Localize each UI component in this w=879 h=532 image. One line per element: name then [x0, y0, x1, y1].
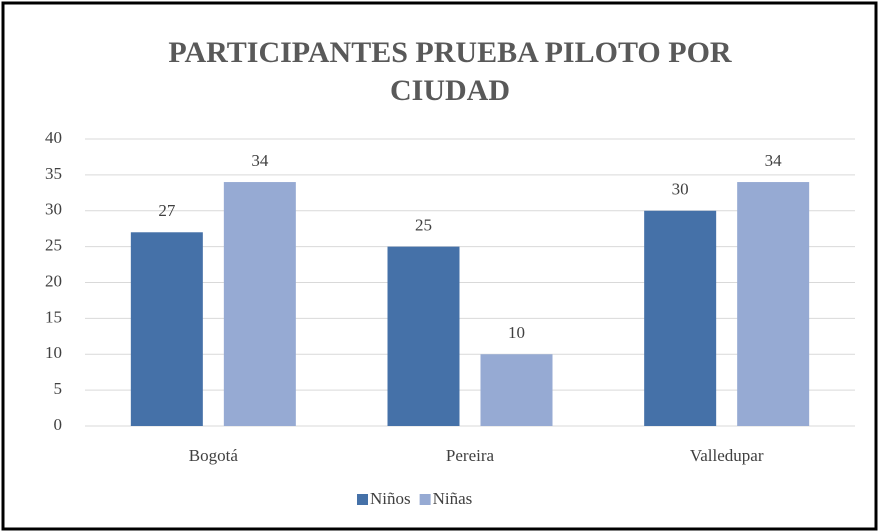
legend-label: Niños [370, 489, 411, 508]
data-label: 10 [508, 323, 525, 342]
data-label: 27 [158, 201, 176, 220]
bar [644, 210, 717, 426]
x-tick-label: Valledupar [690, 446, 764, 465]
x-tick-label: Bogotá [189, 446, 239, 465]
y-tick-label: 0 [54, 415, 63, 434]
y-tick-label: 15 [45, 307, 62, 326]
chart-title: PARTICIPANTES PRUEBA PILOTO POR CIUDAD [168, 36, 732, 107]
bar [737, 182, 810, 426]
y-tick-label: 35 [45, 164, 62, 183]
y-tick-label: 10 [45, 343, 62, 362]
y-tick-label: 25 [45, 236, 62, 255]
y-tick-label: 20 [45, 271, 62, 290]
legend-swatch [357, 494, 368, 505]
y-tick-label: 40 [45, 128, 62, 147]
legend-swatch [419, 494, 431, 505]
legend-label: Niñas [433, 489, 473, 508]
bar [223, 182, 296, 426]
x-tick-label: Pereira [446, 446, 495, 465]
data-label: 30 [672, 180, 689, 199]
data-label: 34 [251, 151, 269, 170]
bar [130, 232, 203, 426]
y-tick-label: 5 [54, 379, 63, 398]
bar [480, 354, 553, 426]
data-label: 25 [415, 216, 432, 235]
bar [387, 246, 460, 426]
data-label: 34 [765, 151, 783, 170]
y-tick-label: 30 [45, 200, 62, 219]
